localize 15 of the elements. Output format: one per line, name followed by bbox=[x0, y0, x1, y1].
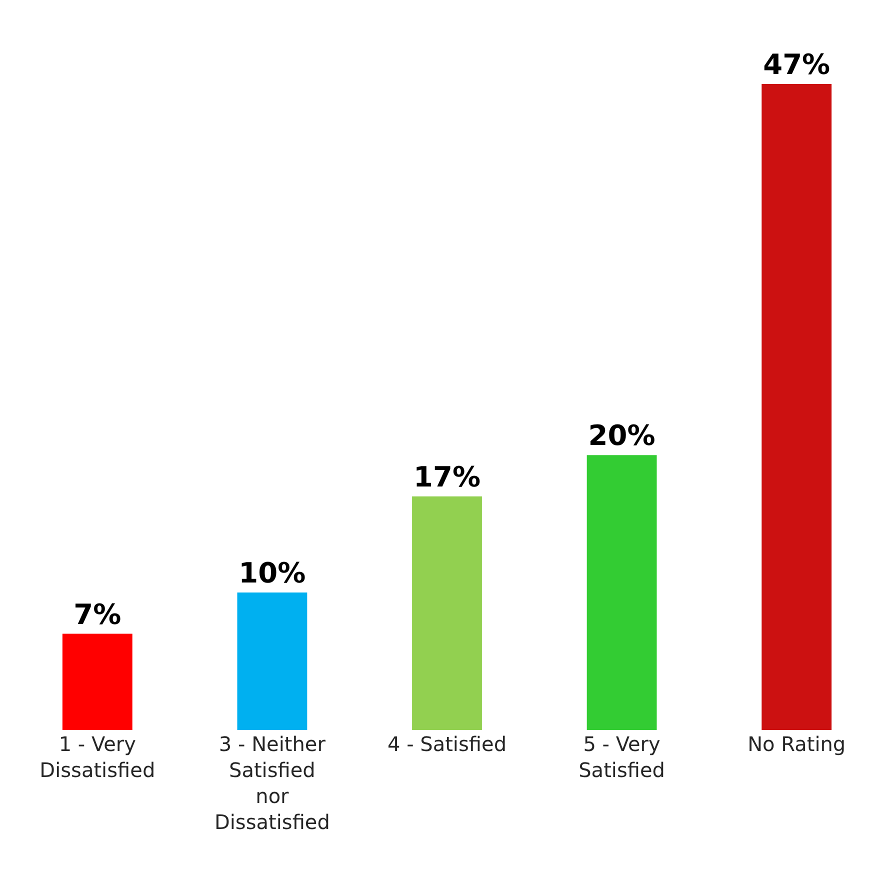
data-label: 10% bbox=[238, 556, 306, 590]
x-tick-label: No Rating bbox=[748, 732, 846, 756]
x-tick-label: 3 - Neither Satisfied nor Dissatisfied bbox=[214, 732, 330, 834]
data-label: 7% bbox=[74, 598, 122, 631]
data-label: 47% bbox=[763, 48, 830, 81]
bar bbox=[586, 455, 657, 730]
x-tick-label: 5 - Very Satisfied bbox=[578, 732, 665, 782]
data-label: 17% bbox=[413, 460, 481, 494]
bar bbox=[237, 592, 308, 730]
x-tick-label: 4 - Satisfied bbox=[387, 732, 507, 756]
x-tick-label: 1 - Very Dissatisfied bbox=[40, 732, 156, 782]
bar bbox=[412, 496, 482, 730]
bar bbox=[62, 634, 132, 730]
bar bbox=[762, 84, 832, 730]
data-label: 20% bbox=[588, 419, 656, 452]
